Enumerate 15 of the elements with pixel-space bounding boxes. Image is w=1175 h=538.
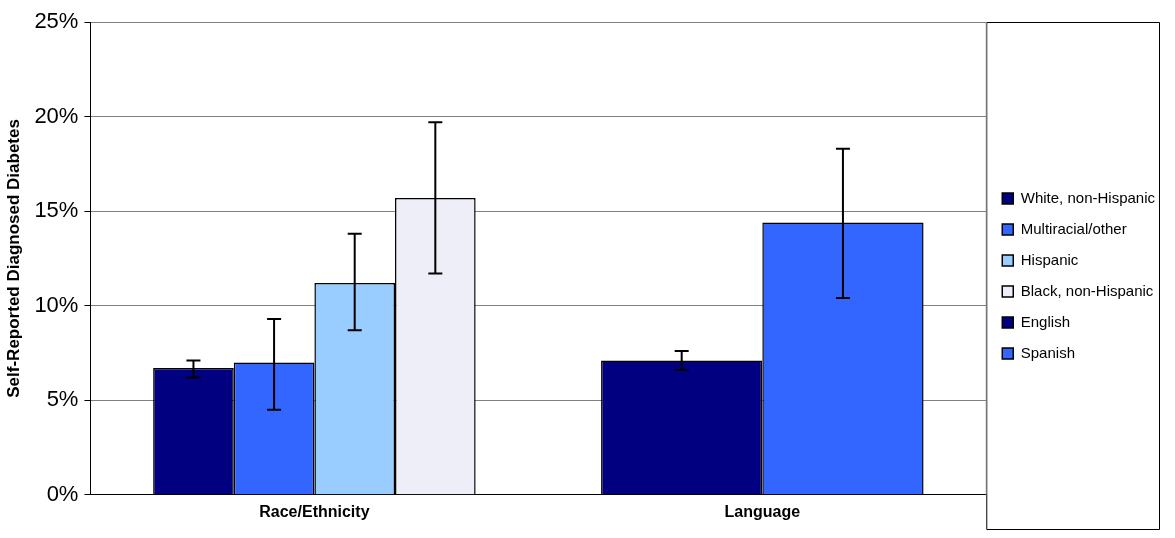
- y-axis-title: Self-Reported Diagnosed Diabetes: [3, 119, 23, 398]
- y-tick-label: 20%: [34, 102, 79, 128]
- legend-label: Multiracial/other: [1020, 219, 1127, 237]
- y-tick-label: 0%: [46, 480, 79, 506]
- y-tick-label: 10%: [34, 291, 79, 317]
- x-tick-label: Race/Ethnicity: [259, 502, 370, 520]
- legend-label: English: [1020, 312, 1070, 330]
- legend-label: Hispanic: [1020, 250, 1079, 268]
- legend-label: Spanish: [1020, 343, 1075, 361]
- y-tick-label: 5%: [46, 386, 79, 412]
- x-tick-label: Language: [724, 502, 801, 520]
- legend-label: Black, non-Hispanic: [1020, 281, 1154, 299]
- y-tick-label: 15%: [34, 197, 79, 223]
- legend-label: White, non-Hispanic: [1020, 188, 1156, 206]
- y-tick-label: 25%: [34, 8, 79, 34]
